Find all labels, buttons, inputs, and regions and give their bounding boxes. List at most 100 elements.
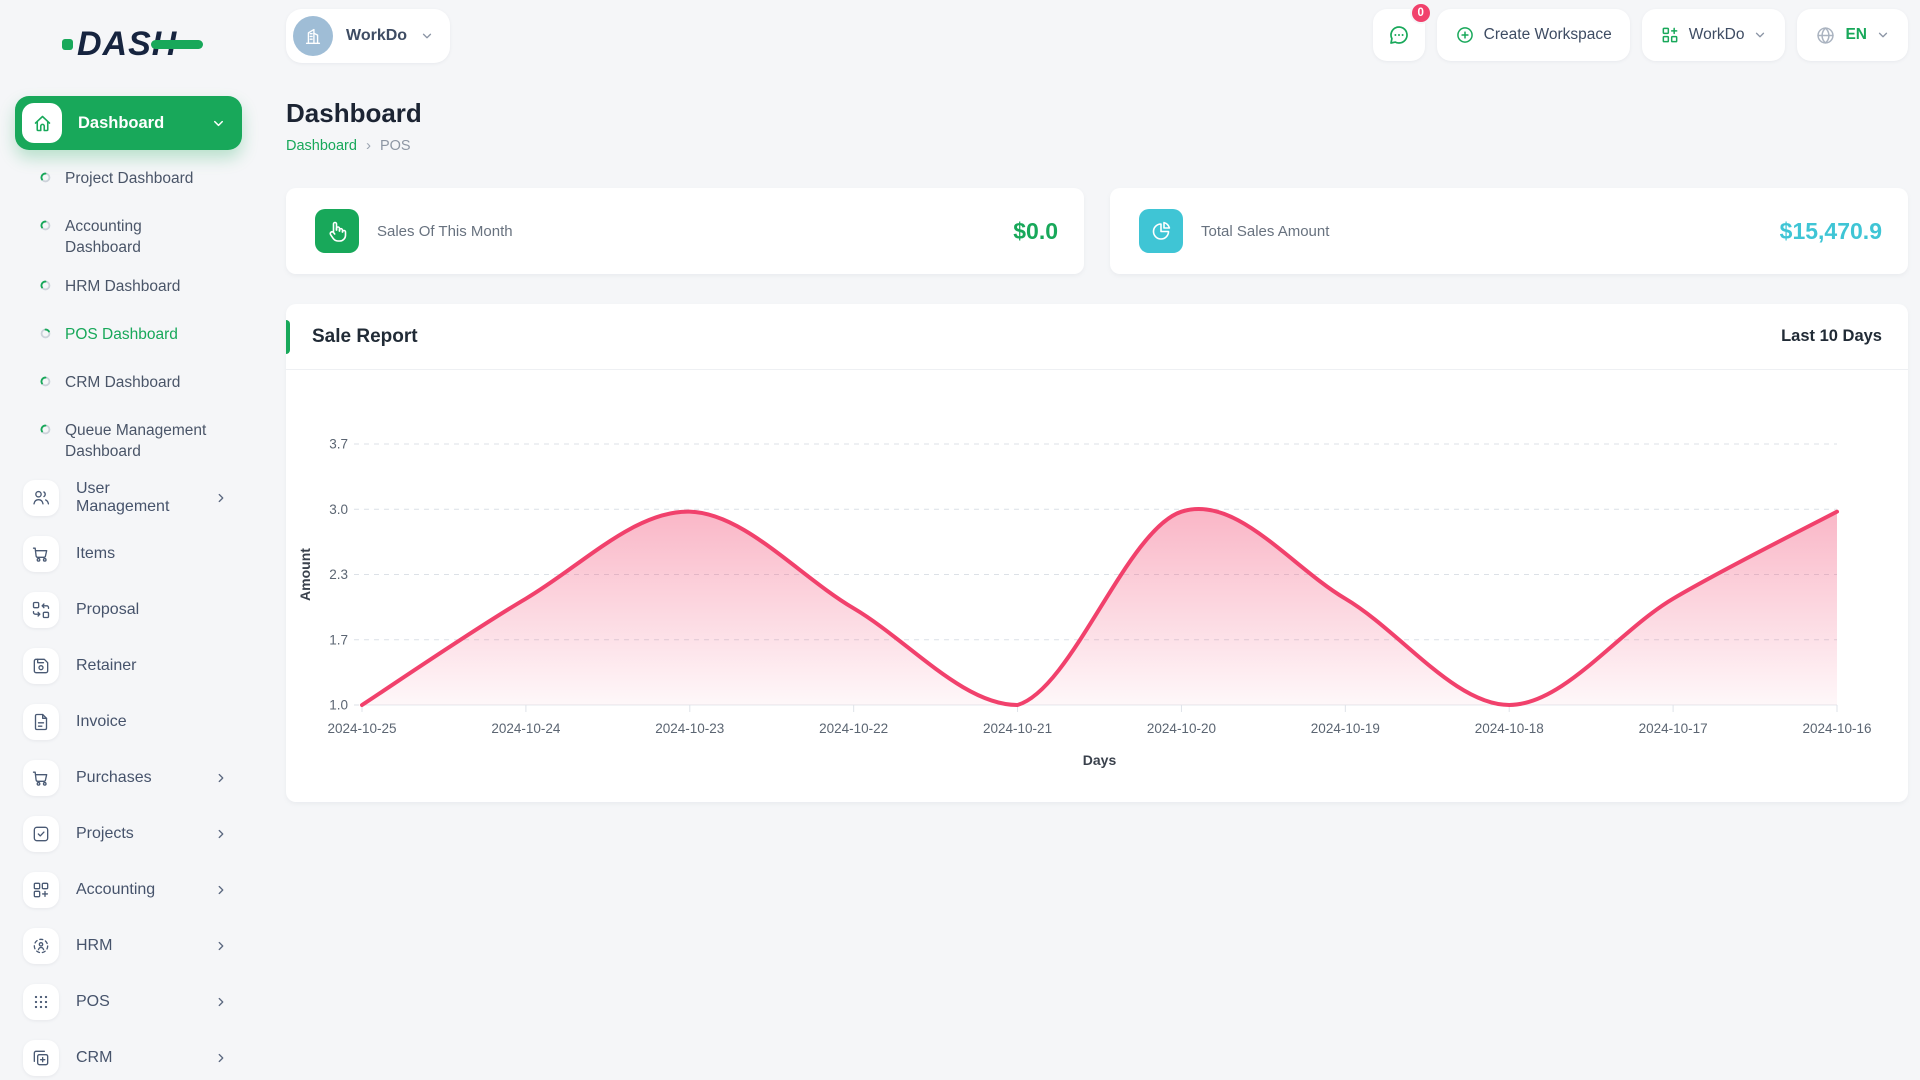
- breadcrumb-dashboard-link[interactable]: Dashboard: [286, 137, 357, 154]
- svg-text:2024-10-24: 2024-10-24: [491, 721, 561, 736]
- sidebar-item-user-management[interactable]: User Management: [23, 480, 266, 516]
- sidebar-item-purchases[interactable]: Purchases: [23, 760, 266, 796]
- chevron-down-icon: [1753, 28, 1767, 42]
- sidebar: DASH Dashboard Project Dashboard Account…: [0, 0, 266, 1080]
- stat-card-sales-of-this-month: Sales Of This Month $0.0: [286, 188, 1084, 274]
- proposal-icon: [23, 592, 59, 628]
- chevron-right-icon: [214, 491, 228, 505]
- bullet-icon: [40, 328, 51, 339]
- sale-report-range: Last 10 Days: [1781, 327, 1882, 345]
- stat-value: $0.0: [1013, 217, 1058, 244]
- svg-text:3.7: 3.7: [329, 437, 348, 452]
- svg-text:2024-10-16: 2024-10-16: [1802, 721, 1871, 736]
- bullet-icon: [40, 376, 51, 387]
- invoice-icon: [23, 704, 59, 740]
- chevron-right-icon: [214, 995, 228, 1009]
- breadcrumb: Dashboard › POS: [286, 137, 1908, 154]
- copy-plus-icon: [23, 1040, 59, 1076]
- svg-text:2024-10-17: 2024-10-17: [1639, 721, 1708, 736]
- svg-text:2024-10-20: 2024-10-20: [1147, 721, 1216, 736]
- stat-label: Total Sales Amount: [1201, 222, 1330, 240]
- users-icon: [23, 480, 59, 516]
- globe-icon: [1815, 25, 1836, 46]
- svg-text:2024-10-21: 2024-10-21: [983, 721, 1052, 736]
- language-menu-button[interactable]: EN: [1797, 9, 1908, 61]
- sale-report-chart: 1.0 1.7 2.3 3.0 3.7 2024-10-25 2024-10-24 2024-…: [297, 437, 1872, 769]
- layout-grid-add-icon: [1660, 25, 1680, 45]
- sidebar-item-queue-management-dashboard[interactable]: Queue Management Dashboard: [40, 420, 266, 462]
- retainer-icon: [23, 648, 59, 684]
- stat-value: $15,470.9: [1779, 217, 1882, 244]
- check-square-icon: [23, 816, 59, 852]
- svg-text:3.0: 3.0: [329, 502, 348, 517]
- message-circle-icon: [1389, 26, 1408, 44]
- tap-icon: [315, 209, 359, 253]
- topbar: WorkDo 0 Create Workspace WorkDo EN: [286, 0, 1920, 72]
- page-title: Dashboard: [286, 98, 422, 128]
- messages-button[interactable]: 0: [1372, 2, 1432, 61]
- create-workspace-button[interactable]: Create Workspace: [1436, 9, 1630, 61]
- svg-text:2.3: 2.3: [329, 567, 348, 582]
- grid-plus-icon: [23, 872, 59, 908]
- stat-label: Sales Of This Month: [377, 222, 513, 240]
- sidebar-item-projects[interactable]: Projects: [23, 816, 266, 852]
- sale-report-title: Sale Report: [312, 325, 418, 347]
- workspace-menu-button[interactable]: WorkDo: [1641, 9, 1786, 61]
- workspace-avatar: [293, 16, 333, 56]
- svg-text:Amount: Amount: [297, 548, 313, 601]
- sidebar-item-crm-dashboard[interactable]: CRM Dashboard: [40, 372, 266, 402]
- home-icon: [22, 103, 62, 143]
- messages-badge: 0: [1409, 2, 1432, 24]
- bullet-icon: [40, 280, 51, 291]
- workspace-switcher-label: WorkDo: [346, 27, 408, 44]
- sale-report-chart-area: 1.0 1.7 2.3 3.0 3.7 2024-10-25 2024-10-24 2024-…: [286, 370, 1908, 784]
- sidebar-item-hrm[interactable]: HRM: [23, 928, 266, 964]
- sidebar-item-pos-dashboard[interactable]: POS Dashboard: [40, 324, 266, 354]
- bullet-icon: [40, 172, 51, 183]
- svg-text:Days: Days: [1083, 752, 1117, 768]
- app-logo[interactable]: DASH: [0, 0, 266, 88]
- chevron-right-icon: [214, 939, 228, 953]
- accent-bar: [286, 320, 290, 354]
- svg-text:1.0: 1.0: [329, 698, 348, 713]
- sidebar-menu: User Management Items Proposal Retainer …: [0, 480, 266, 1076]
- svg-text:1.7: 1.7: [329, 632, 348, 647]
- sidebar-item-crm[interactable]: CRM: [23, 1040, 266, 1076]
- chevron-right-icon: [214, 827, 228, 841]
- sidebar-item-accounting[interactable]: Accounting: [23, 872, 266, 908]
- sidebar-group-label: Dashboard: [78, 113, 165, 132]
- sidebar-item-pos[interactable]: POS: [23, 984, 266, 1020]
- chevron-down-icon: [420, 29, 434, 43]
- cart-icon: [23, 760, 59, 796]
- svg-text:2024-10-19: 2024-10-19: [1311, 721, 1380, 736]
- sidebar-item-retainer[interactable]: Retainer: [23, 648, 266, 684]
- grid-dots-icon: [23, 984, 59, 1020]
- breadcrumb-current: POS: [379, 137, 411, 154]
- chevron-right-icon: [214, 1051, 228, 1065]
- svg-text:2024-10-22: 2024-10-22: [819, 721, 888, 736]
- sidebar-item-invoice[interactable]: Invoice: [23, 704, 266, 740]
- svg-text:2024-10-25: 2024-10-25: [327, 721, 396, 736]
- logo-dash-icon: [151, 40, 204, 49]
- sidebar-item-proposal[interactable]: Proposal: [23, 592, 266, 628]
- sidebar-item-project-dashboard[interactable]: Project Dashboard: [40, 168, 266, 198]
- sidebar-item-hrm-dashboard[interactable]: HRM Dashboard: [40, 276, 266, 306]
- workspace-switcher[interactable]: WorkDo: [286, 9, 451, 63]
- stats-row: Sales Of This Month $0.0 Total Sales Amo…: [286, 188, 1908, 274]
- breadcrumb-separator-icon: ›: [365, 137, 371, 154]
- sidebar-group-dashboard[interactable]: Dashboard: [15, 96, 242, 150]
- sale-report-header: Sale Report Last 10 Days: [286, 304, 1908, 370]
- sidebar-item-accounting-dashboard[interactable]: Accounting Dashboard: [40, 216, 266, 258]
- bullet-icon: [40, 220, 51, 231]
- sidebar-item-items[interactable]: Items: [23, 536, 266, 572]
- dashboard-submenu: Project Dashboard Accounting Dashboard H…: [0, 168, 266, 462]
- chevron-right-icon: [214, 771, 228, 785]
- message-dots-icon: [1394, 34, 1404, 36]
- chevron-down-icon: [1876, 28, 1890, 42]
- plus-circle-icon: [1455, 25, 1475, 45]
- stat-card-total-sales-amount: Total Sales Amount $15,470.9: [1110, 188, 1908, 274]
- logo-dot-icon: [62, 38, 73, 50]
- hrm-person-scan-icon: [23, 928, 59, 964]
- cart-icon: [23, 536, 59, 572]
- pie-chart-icon: [1139, 209, 1183, 253]
